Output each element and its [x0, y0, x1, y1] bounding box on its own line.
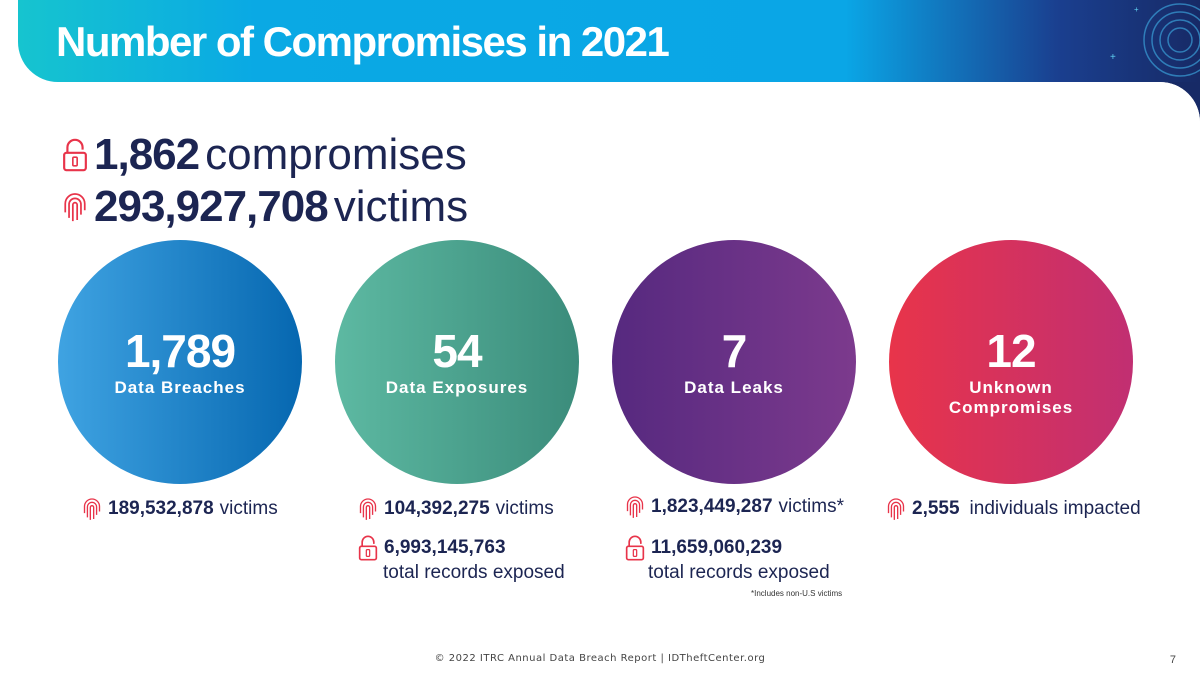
footer-text: © 2022 ITRC Annual Data Breach Report | …	[434, 653, 766, 664]
exposures-victims-value: 104,392,275	[384, 498, 490, 519]
lock-icon	[62, 138, 88, 172]
compromises-value: 1,862	[94, 130, 200, 179]
unknown-victims-value: 2,555	[912, 498, 960, 519]
unknown-count: 12	[986, 325, 1036, 377]
page-number: 7	[1169, 654, 1176, 666]
total-compromises: 1,862 compromises	[62, 130, 467, 180]
leaks-victims: 1,823,449,287 victims*	[625, 494, 844, 520]
lock-icon	[358, 535, 378, 561]
page-title: Number of Compromises in 2021	[56, 18, 670, 65]
fingerprint-icon	[358, 496, 378, 522]
exposures-records: 6,993,145,763	[358, 535, 506, 561]
footnote: *Includes non-U.S victims	[751, 589, 843, 598]
circle-data-leaks: 7 Data Leaks	[612, 240, 856, 484]
circle-data-exposures: 54 Data Exposures	[335, 240, 579, 484]
breaches-victims-value: 189,532,878	[108, 498, 214, 519]
header-banner: Number of Compromises in 2021 + +	[18, 0, 1200, 82]
breaches-label: Data Breaches	[114, 378, 246, 397]
victims-label: victims	[333, 182, 469, 231]
leaks-label: Data Leaks	[684, 378, 784, 397]
unknown-victims: 2,555 individuals impacted	[886, 496, 1141, 522]
compromises-label: compromises	[205, 130, 467, 179]
unknown-label: Unknown	[969, 378, 1053, 397]
fingerprint-icon	[625, 494, 645, 520]
lock-icon	[625, 535, 645, 561]
leaks-records-label: total records exposed	[648, 562, 830, 583]
circle-data-breaches: 1,789 Data Breaches	[58, 240, 302, 484]
unknown-label-2: Compromises	[948, 398, 1074, 417]
exposures-records-label: total records exposed	[383, 562, 565, 583]
svg-text:+: +	[1134, 5, 1139, 14]
leaks-victims-label: victims*	[778, 496, 844, 517]
svg-text:+: +	[1110, 52, 1116, 63]
exposures-count: 54	[432, 325, 482, 377]
breaches-victims-label: victims	[219, 498, 278, 519]
exposures-records-value: 6,993,145,763	[384, 537, 506, 558]
fingerprint-icon	[82, 496, 102, 522]
leaks-victims-value: 1,823,449,287	[651, 496, 773, 517]
leaks-records-value: 11,659,060,239	[651, 537, 783, 558]
exposures-victims-label: victims	[495, 498, 554, 519]
fingerprint-icon	[62, 190, 88, 224]
victims-value: 293,927,708	[94, 182, 329, 231]
leaks-records: 11,659,060,239	[625, 535, 782, 561]
breaches-victims: 189,532,878 victims	[82, 496, 278, 522]
breaches-count: 1,789	[124, 325, 236, 377]
total-victims: 293,927,708 victims	[62, 182, 468, 232]
leaks-count: 7	[721, 325, 748, 377]
circle-unknown-compromises: 12 Unknown Compromises	[889, 240, 1133, 484]
exposures-victims: 104,392,275 victims	[358, 496, 554, 522]
unknown-victims-label: individuals impacted	[969, 498, 1141, 519]
fingerprint-icon	[886, 496, 906, 522]
exposures-label: Data Exposures	[385, 378, 529, 397]
fingerprint-icon: ++	[1110, 3, 1200, 77]
